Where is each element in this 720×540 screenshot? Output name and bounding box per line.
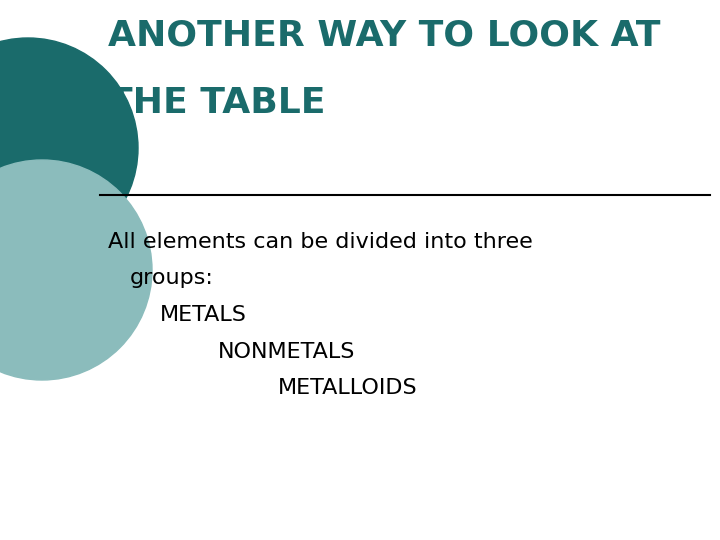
Circle shape (0, 38, 138, 258)
Text: NONMETALS: NONMETALS (218, 342, 356, 362)
Text: groups:: groups: (130, 268, 214, 288)
Text: All elements can be divided into three: All elements can be divided into three (108, 232, 533, 252)
Circle shape (0, 160, 152, 380)
Text: ANOTHER WAY TO LOOK AT: ANOTHER WAY TO LOOK AT (108, 18, 660, 52)
Text: THE TABLE: THE TABLE (108, 86, 325, 120)
Text: METALS: METALS (160, 305, 247, 325)
Text: METALLOIDS: METALLOIDS (278, 378, 418, 398)
